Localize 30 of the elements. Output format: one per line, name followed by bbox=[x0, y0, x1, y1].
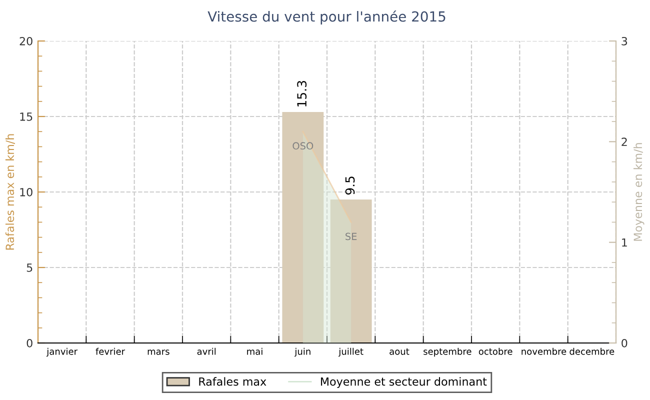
y-axis-title: Rafales max en km/h bbox=[5, 134, 15, 250]
y-tick-label: 5 bbox=[26, 264, 32, 272]
x-tick-label: mars bbox=[148, 350, 170, 355]
x-tick-label: novembre bbox=[522, 348, 566, 355]
x-tick-label: octobre bbox=[478, 348, 512, 355]
x-tick-label: juillet bbox=[338, 348, 364, 357]
annotation: SE bbox=[346, 232, 357, 240]
x-tick-label: juin bbox=[294, 348, 310, 357]
x-tick-label: avril bbox=[197, 348, 216, 355]
x-tick-label: fevrier bbox=[96, 348, 126, 355]
x-tick-label: aout bbox=[390, 348, 410, 355]
y-tick-label: 20 bbox=[20, 36, 32, 46]
y-tick-label: 15 bbox=[20, 112, 32, 121]
data-label: 9.5 bbox=[345, 176, 355, 195]
x-tick-label: septembre bbox=[424, 348, 472, 357]
legend-label: Rafales max bbox=[199, 377, 266, 386]
chart-title: Vitesse du vent pour l'année 2015 bbox=[208, 10, 446, 24]
y2-tick-label: 0 bbox=[622, 338, 628, 348]
y2-tick-label: 2 bbox=[622, 138, 627, 146]
annotation: OSO bbox=[292, 142, 314, 150]
x-tick-label: janvier bbox=[46, 348, 78, 357]
x-tick-label: mai bbox=[247, 348, 262, 355]
y2-axis-title: Moyenne en km/h bbox=[633, 143, 644, 241]
y2-tick-label: 3 bbox=[622, 36, 628, 46]
data-label: 15.3 bbox=[297, 80, 307, 106]
legend-label: Moyenne et secteur dominant bbox=[321, 377, 487, 388]
y-tick-label: 10 bbox=[20, 188, 32, 196]
y-tick-label: 0 bbox=[26, 338, 32, 348]
x-tick-label: decembre bbox=[570, 348, 614, 355]
y2-tick-label: 1 bbox=[622, 238, 627, 247]
